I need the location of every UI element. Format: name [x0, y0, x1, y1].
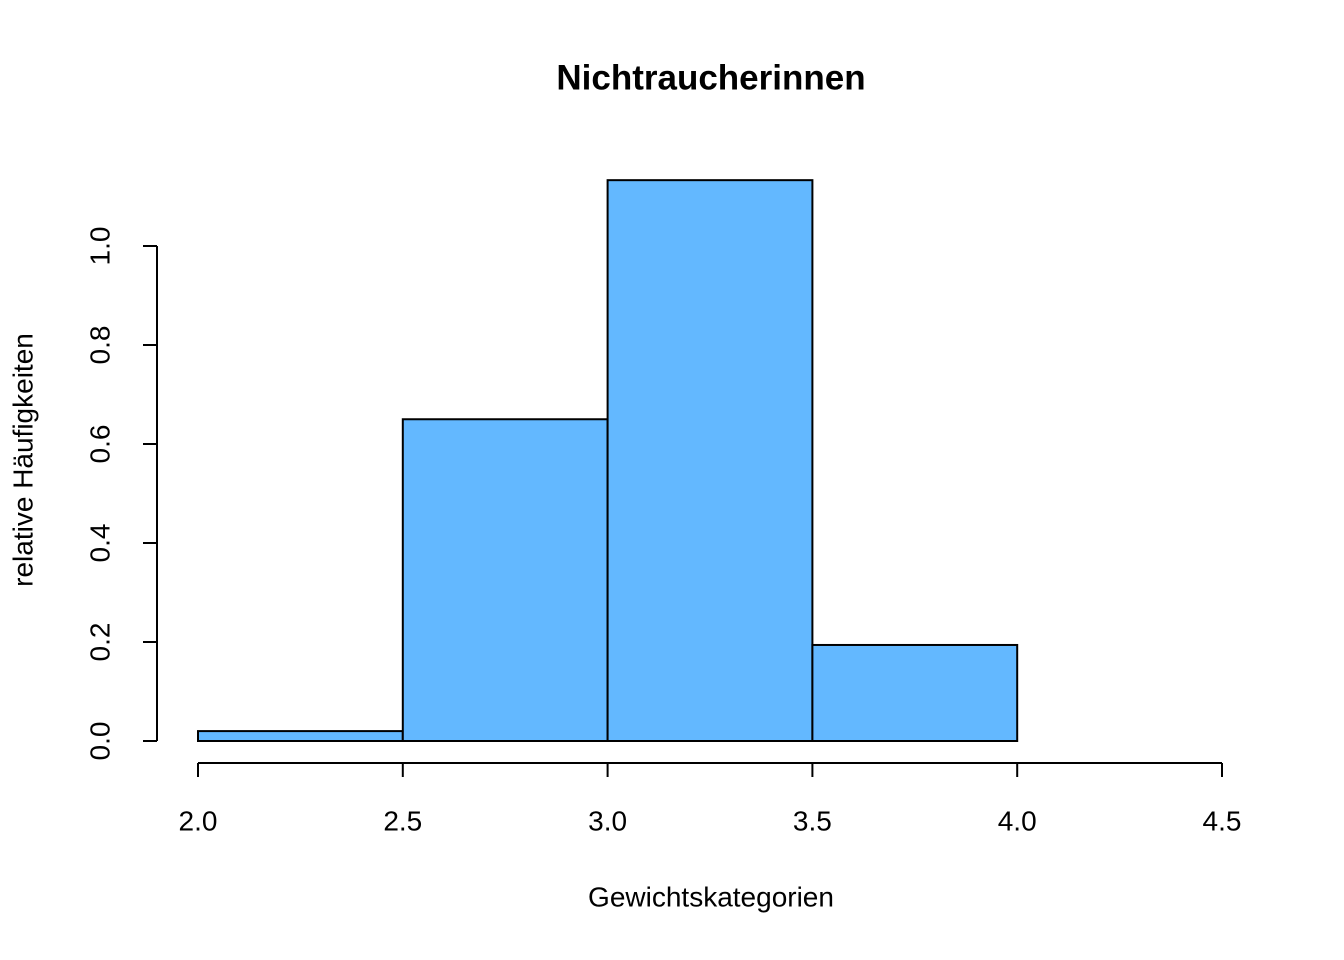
y-tick-label: 0.8	[84, 326, 115, 365]
bar	[197, 730, 404, 742]
bar	[811, 643, 1019, 742]
y-tick-label: 0.4	[84, 524, 115, 563]
y-tick-label: 0.0	[84, 722, 115, 761]
x-tick-label: 3.5	[793, 805, 832, 836]
x-tick-label: 2.0	[179, 805, 218, 836]
bar	[606, 179, 814, 743]
y-tick-label: 0.2	[84, 623, 115, 662]
y-axis-label: relative Häufigkeiten	[7, 333, 38, 587]
x-tick-label: 3.0	[588, 805, 627, 836]
y-tick-label: 0.6	[84, 425, 115, 464]
bar	[401, 418, 609, 742]
chart-title: Nichtraucherinnen	[556, 58, 865, 97]
x-axis-label: Gewichtskategorien	[588, 881, 834, 912]
y-tick-label: 1.0	[84, 227, 115, 266]
x-tick-label: 2.5	[383, 805, 422, 836]
x-tick-label: 4.5	[1203, 805, 1242, 836]
x-tick-label: 4.0	[998, 805, 1037, 836]
